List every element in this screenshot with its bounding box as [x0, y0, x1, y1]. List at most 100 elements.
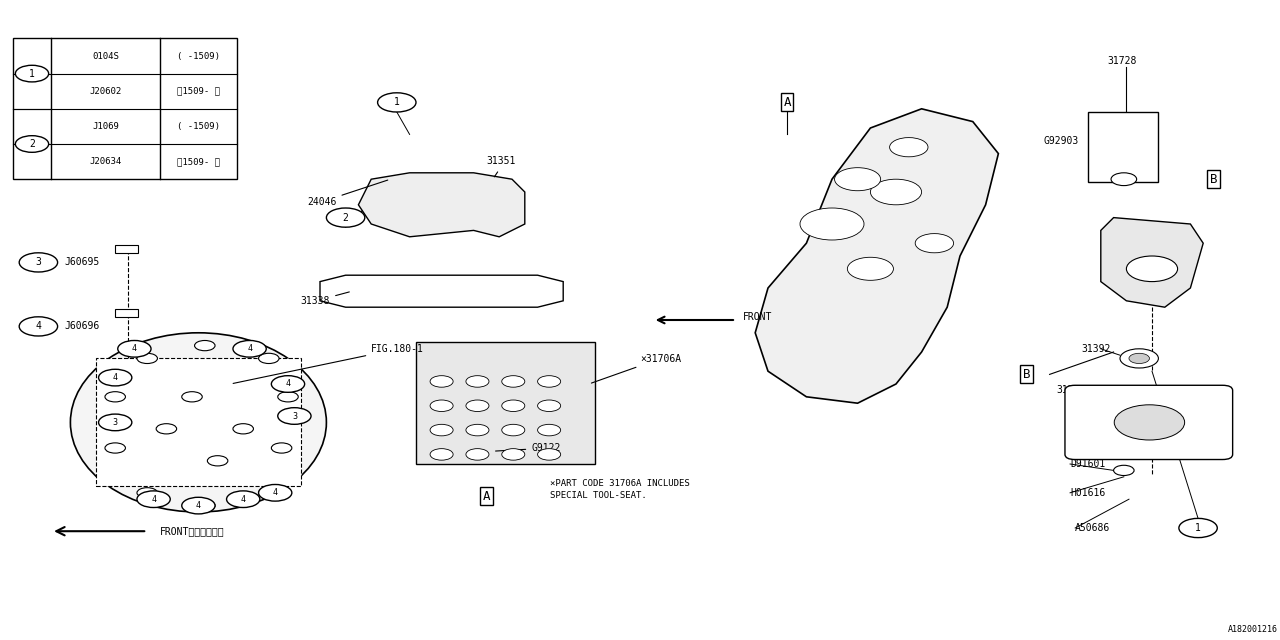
Text: ( -1509): ( -1509) [177, 122, 220, 131]
Text: 1: 1 [394, 97, 399, 108]
Circle shape [430, 424, 453, 436]
Text: 31392: 31392 [1082, 344, 1111, 354]
FancyBboxPatch shape [115, 309, 138, 317]
Text: 〨1509- 〩: 〨1509- 〩 [177, 157, 220, 166]
Ellipse shape [1114, 405, 1185, 440]
Circle shape [99, 369, 132, 386]
Text: 1: 1 [29, 68, 35, 79]
Ellipse shape [70, 333, 326, 512]
Circle shape [227, 491, 260, 508]
Text: 31728: 31728 [1107, 56, 1137, 66]
Text: J20602: J20602 [90, 86, 122, 96]
Circle shape [847, 257, 893, 280]
Text: 24046: 24046 [307, 180, 388, 207]
Circle shape [259, 488, 279, 498]
Text: 31338: 31338 [301, 292, 349, 306]
Text: 4: 4 [113, 373, 118, 382]
Circle shape [1129, 353, 1149, 364]
Circle shape [195, 340, 215, 351]
Circle shape [15, 136, 49, 152]
Text: J20634: J20634 [90, 157, 122, 166]
FancyBboxPatch shape [416, 342, 595, 464]
Circle shape [1126, 256, 1178, 282]
Text: 4: 4 [36, 321, 41, 332]
Circle shape [466, 424, 489, 436]
Circle shape [118, 340, 151, 357]
Circle shape [502, 400, 525, 412]
Circle shape [259, 484, 292, 501]
Text: 31351: 31351 [486, 156, 516, 166]
Circle shape [1114, 465, 1134, 476]
Text: 3: 3 [36, 257, 41, 268]
Circle shape [233, 340, 266, 357]
Circle shape [502, 449, 525, 460]
Circle shape [502, 424, 525, 436]
Circle shape [430, 449, 453, 460]
Circle shape [105, 392, 125, 402]
Circle shape [835, 168, 881, 191]
Text: D91601: D91601 [1070, 459, 1106, 469]
Text: B: B [1210, 173, 1217, 186]
Circle shape [233, 424, 253, 434]
Circle shape [1111, 173, 1137, 186]
Circle shape [466, 449, 489, 460]
Circle shape [278, 408, 311, 424]
Text: 4: 4 [196, 501, 201, 510]
Circle shape [326, 208, 365, 227]
Circle shape [378, 93, 416, 112]
Text: FRONT　〈上面図〉: FRONT 〈上面図〉 [160, 526, 224, 536]
Circle shape [182, 392, 202, 402]
FancyBboxPatch shape [115, 245, 138, 253]
Text: 31390: 31390 [1056, 385, 1085, 396]
Text: A182001216: A182001216 [1228, 625, 1277, 634]
Text: A: A [783, 96, 791, 109]
Circle shape [207, 456, 228, 466]
Text: ( -1509): ( -1509) [177, 51, 220, 61]
Text: 4: 4 [285, 380, 291, 388]
Circle shape [156, 424, 177, 434]
Text: 0104S: 0104S [92, 51, 119, 61]
Circle shape [1179, 518, 1217, 538]
Text: 1: 1 [1196, 523, 1201, 533]
Text: 4: 4 [151, 495, 156, 504]
Circle shape [278, 392, 298, 402]
Circle shape [137, 491, 170, 508]
Text: J60696: J60696 [64, 321, 100, 332]
FancyBboxPatch shape [1065, 385, 1233, 460]
Circle shape [271, 376, 305, 392]
Circle shape [430, 376, 453, 387]
Circle shape [870, 179, 922, 205]
Circle shape [15, 65, 49, 82]
Circle shape [105, 443, 125, 453]
Polygon shape [755, 109, 998, 403]
Circle shape [137, 488, 157, 498]
Circle shape [430, 400, 453, 412]
Text: 3: 3 [113, 418, 118, 427]
Circle shape [502, 376, 525, 387]
Text: B: B [1023, 368, 1030, 381]
Text: A50686: A50686 [1075, 523, 1111, 533]
Text: H01616: H01616 [1070, 488, 1106, 498]
Text: 4: 4 [241, 495, 246, 504]
Text: J60695: J60695 [64, 257, 100, 268]
Text: 4: 4 [247, 344, 252, 353]
Text: 4: 4 [132, 344, 137, 353]
Text: J1069: J1069 [92, 122, 119, 131]
Text: FRONT: FRONT [742, 312, 772, 322]
Text: ×PART CODE 31706A INCLUDES: ×PART CODE 31706A INCLUDES [550, 479, 690, 488]
Text: G92903: G92903 [1043, 136, 1079, 146]
FancyBboxPatch shape [13, 38, 237, 179]
Circle shape [195, 500, 215, 511]
Text: ×31706A: ×31706A [591, 353, 681, 383]
Circle shape [271, 443, 292, 453]
FancyBboxPatch shape [1088, 112, 1158, 182]
Text: 4: 4 [273, 488, 278, 497]
Circle shape [182, 497, 215, 514]
Text: 〨1509- 〩: 〨1509- 〩 [177, 86, 220, 96]
Circle shape [538, 449, 561, 460]
Polygon shape [358, 173, 525, 237]
Circle shape [466, 376, 489, 387]
Text: FIG.180-1: FIG.180-1 [233, 344, 424, 383]
Circle shape [915, 234, 954, 253]
Circle shape [538, 376, 561, 387]
